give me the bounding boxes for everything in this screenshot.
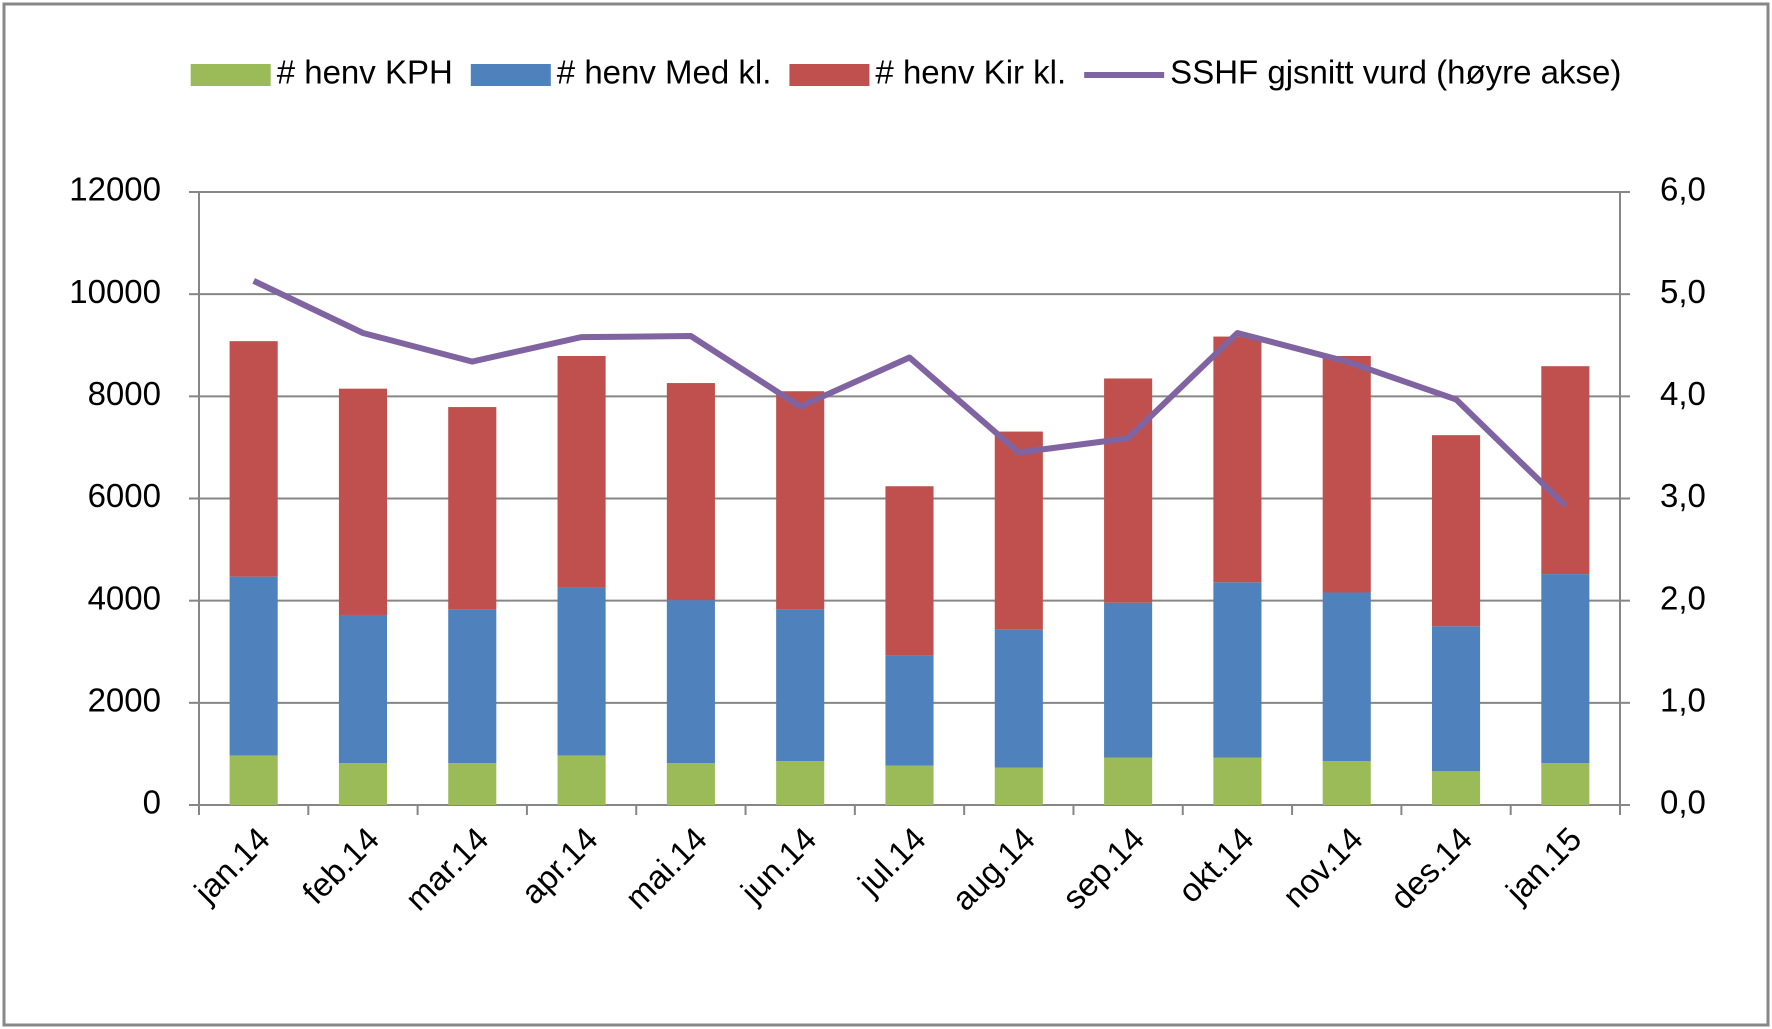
bar (1213, 582, 1262, 758)
bar (557, 755, 606, 805)
legend-label: # henv Med kl. (557, 54, 772, 91)
bar (1104, 757, 1153, 805)
legend-swatch (789, 64, 870, 86)
bar (885, 765, 934, 805)
legend-label: SSHF gjsnitt vurd (høyre akse) (1170, 54, 1621, 91)
bar (448, 407, 497, 610)
y2-tick-label: 5,0 (1660, 273, 1706, 310)
y-tick-label: 12000 (69, 171, 161, 208)
bar (776, 391, 825, 610)
bar (666, 600, 715, 764)
bar (1431, 435, 1481, 627)
bar (1322, 355, 1371, 593)
y2-tick-label: 4,0 (1660, 375, 1706, 412)
y-tick-label: 8000 (88, 375, 161, 412)
legend-label: # henv KPH (277, 54, 453, 91)
bar (338, 763, 388, 805)
bar (885, 655, 934, 766)
bar (338, 388, 388, 615)
bar (448, 763, 497, 805)
y2-tick-label: 3,0 (1660, 477, 1706, 514)
bar (994, 629, 1043, 768)
bar (776, 761, 825, 805)
y-tick-label: 2000 (88, 682, 161, 719)
legend-swatch (190, 64, 271, 86)
bar (1104, 602, 1153, 758)
bar (1213, 336, 1262, 583)
bar (1104, 378, 1153, 603)
legend-swatch (470, 64, 551, 86)
y2-tick-label: 1,0 (1660, 682, 1706, 719)
bar (1541, 763, 1590, 805)
bar (1541, 574, 1590, 764)
bar (229, 576, 278, 756)
y2-tick-label: 2,0 (1660, 579, 1706, 616)
legend-label: # henv Kir kl. (875, 54, 1066, 91)
bar (229, 341, 278, 577)
bar (666, 763, 715, 805)
bar (1431, 771, 1481, 805)
line (252, 278, 1568, 508)
bar (557, 355, 606, 588)
y-tick-label: 10000 (69, 273, 161, 310)
bar (994, 431, 1043, 630)
bar (776, 609, 825, 762)
bar (338, 614, 388, 764)
bar (666, 383, 715, 601)
bar (1541, 366, 1590, 575)
bar (448, 609, 497, 764)
bar (1322, 592, 1371, 762)
y-tick-label: 0 (143, 784, 161, 821)
bar (885, 486, 934, 656)
bar (994, 767, 1043, 805)
y2-tick-label: 0,0 (1660, 784, 1706, 821)
y2-tick-label: 6,0 (1660, 171, 1706, 208)
bar (1431, 626, 1481, 772)
bar (229, 755, 278, 805)
y-tick-label: 6000 (88, 477, 161, 514)
bar (1213, 757, 1262, 805)
legend: # henv KPH # henv Med kl. # henv Kir kl. SS… (190, 54, 1621, 91)
bar (1322, 761, 1371, 805)
bar (557, 587, 606, 756)
y-tick-label: 4000 (88, 579, 161, 616)
